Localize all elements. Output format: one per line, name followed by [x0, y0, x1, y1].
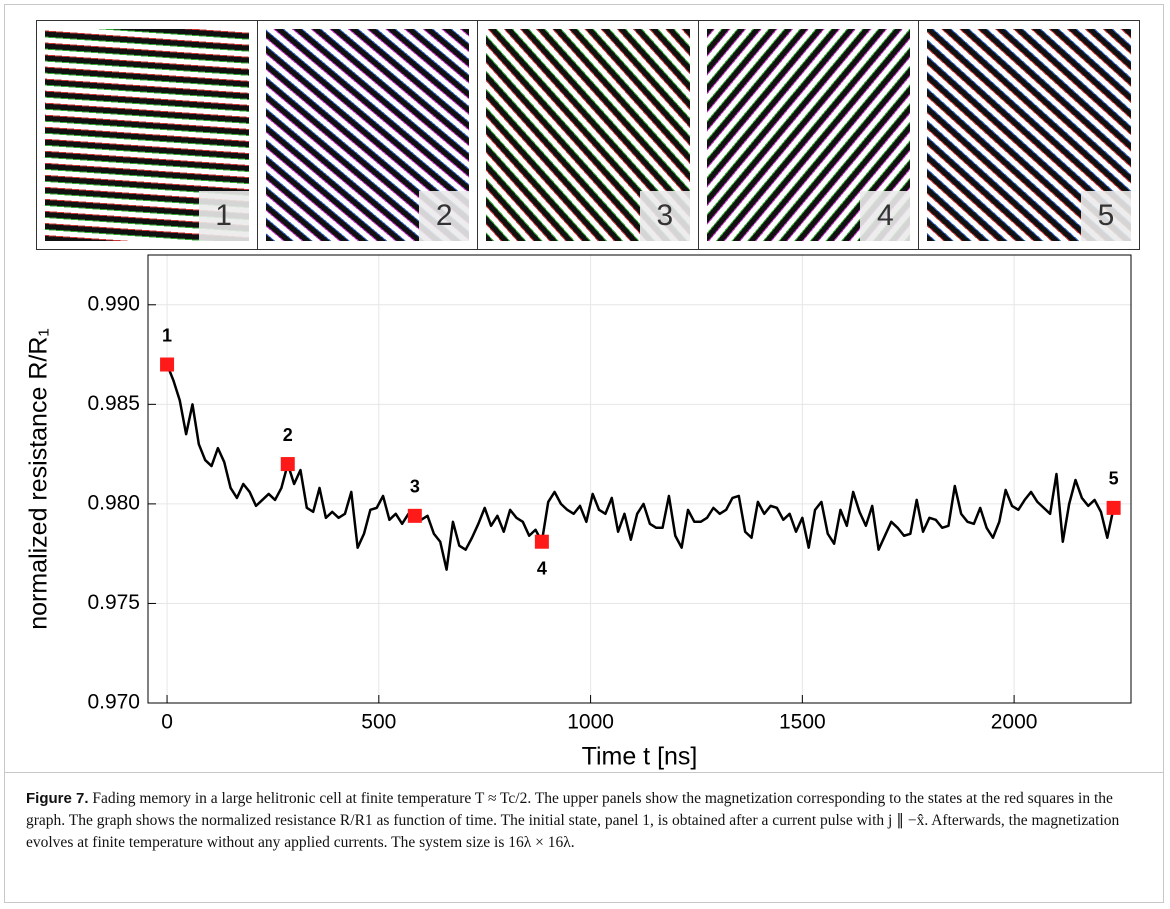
panel-label: 3	[639, 191, 690, 241]
panel: 5	[919, 21, 1139, 249]
marker	[160, 357, 175, 372]
panel: 1	[37, 21, 258, 249]
y-tick-label: 0.980	[87, 491, 140, 514]
panel-label: 5	[1080, 191, 1131, 241]
y-tick-label: 0.975	[87, 591, 140, 614]
y-tick-label: 0.970	[87, 691, 140, 714]
magnetization-panels: 1 2 3 4 5	[36, 20, 1140, 250]
figure-frame	[4, 4, 1164, 903]
x-tick-label: 2000	[991, 711, 1038, 734]
marker-label: 2	[283, 425, 293, 445]
x-tick-label: 1000	[567, 711, 614, 734]
marker-label: 5	[1109, 469, 1119, 489]
panel-label: 1	[198, 191, 249, 241]
caption-text: Fading memory in a large helitronic cell…	[26, 790, 1120, 851]
panel-label: 2	[419, 191, 470, 241]
caption: Figure 7. Fading memory in a large helit…	[26, 788, 1146, 854]
x-tick-label: 1500	[779, 711, 826, 734]
marker-label: 3	[410, 477, 420, 497]
marker-label: 1	[162, 325, 172, 345]
marker	[280, 457, 295, 472]
panel: 3	[478, 21, 699, 249]
x-tick-label: 500	[361, 711, 396, 734]
y-tick-label: 0.985	[87, 392, 140, 415]
marker	[534, 534, 549, 549]
marker	[407, 508, 422, 523]
x-axis-label: Time t [ns]	[582, 743, 698, 771]
separator	[4, 772, 1164, 773]
y-tick-label: 0.990	[87, 292, 140, 315]
panel: 4	[699, 21, 920, 249]
marker	[1106, 500, 1121, 515]
plot-frame	[147, 254, 1132, 704]
data-line	[165, 364, 1115, 571]
y-axis-label: normalized resistance R/R₁	[25, 328, 53, 630]
panel: 2	[258, 21, 479, 249]
marker-label: 4	[537, 558, 547, 578]
panel-label: 4	[860, 191, 911, 241]
x-tick-label: 0	[161, 711, 173, 734]
caption-label: Figure 7.	[26, 790, 89, 807]
